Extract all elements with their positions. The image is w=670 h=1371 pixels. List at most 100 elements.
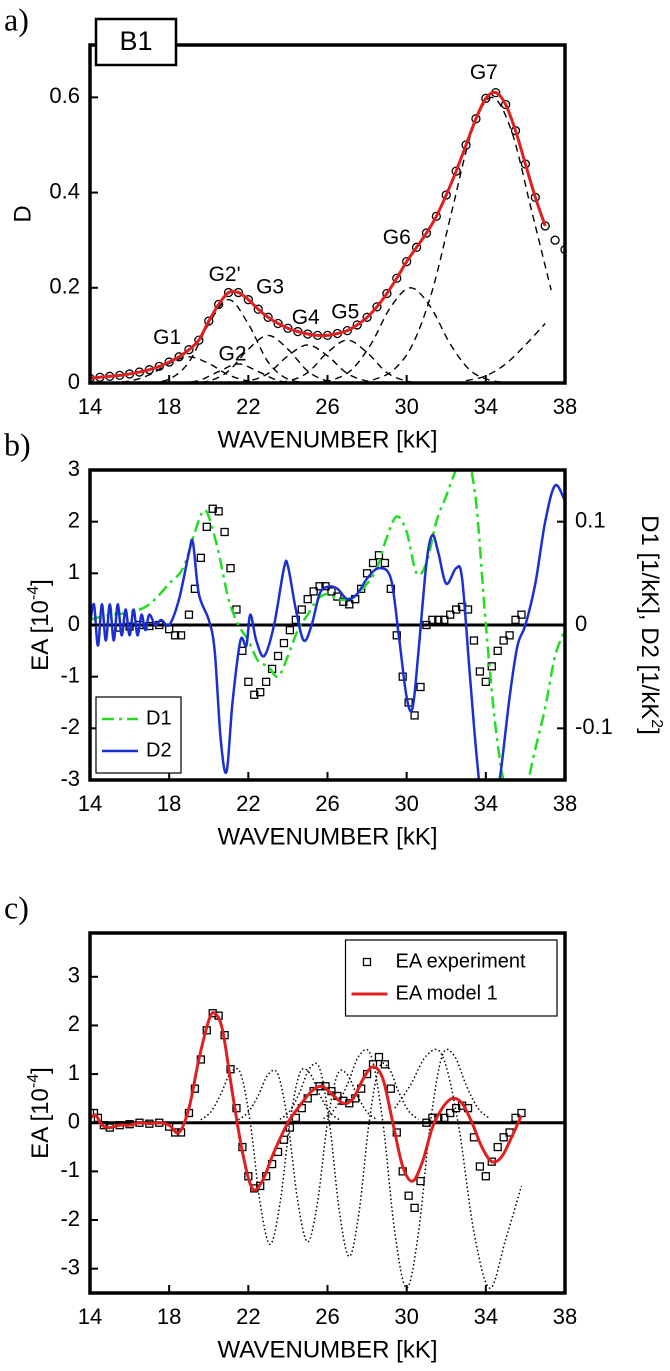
data-point <box>170 631 180 640</box>
data-point <box>475 1162 485 1171</box>
x-tick-label: 38 <box>553 791 577 816</box>
data-point <box>550 235 560 245</box>
x-tick-label: 38 <box>553 394 577 419</box>
data-point <box>327 587 336 596</box>
data-point <box>382 288 392 299</box>
x-tick-label: 38 <box>553 1304 577 1329</box>
data-point <box>434 615 443 624</box>
data-point <box>339 597 348 606</box>
annotation: G2 <box>218 342 246 365</box>
data-point <box>176 631 186 640</box>
data-point <box>380 1060 390 1069</box>
inset-label: B1 <box>119 26 152 56</box>
data-point <box>273 651 283 661</box>
x-tick-label: 34 <box>474 791 498 816</box>
y-tick-label: -1 <box>60 662 80 687</box>
data-point <box>410 711 419 720</box>
data-point <box>352 320 362 330</box>
y-tick-label: -1 <box>60 1157 80 1182</box>
data-point <box>309 587 318 596</box>
data-point <box>194 335 204 345</box>
data-point <box>431 211 442 222</box>
axis-title: EA [10-4] <box>25 579 55 671</box>
data-point <box>440 615 449 624</box>
data-point <box>196 553 205 562</box>
data-point <box>499 636 508 645</box>
data-point <box>441 190 451 200</box>
data-point <box>174 352 184 362</box>
y2-tick-label: -0.1 <box>575 714 613 739</box>
x-tick-label: 18 <box>157 394 181 419</box>
data-line <box>268 339 427 383</box>
y-tick-label: 2 <box>68 507 80 532</box>
y-tick-label: -2 <box>60 1206 80 1231</box>
data-point <box>440 1113 449 1123</box>
axis-title-part: D1 [1/kK], D2 [1/kK <box>636 515 663 719</box>
x-tick-label: 30 <box>394 1304 418 1329</box>
y-tick-label: 1 <box>68 1060 80 1085</box>
y-tick-label: 3 <box>68 456 80 481</box>
x-tick-label: 18 <box>157 1304 181 1329</box>
y-tick-label: -3 <box>60 1254 80 1279</box>
data-point <box>263 312 273 322</box>
axis-title-part: 2 <box>648 719 665 728</box>
data-point <box>356 584 366 593</box>
x-axis-title: WAVENUMBER [kK] <box>217 823 437 850</box>
data-point <box>416 1176 425 1186</box>
legend-marker <box>362 957 372 967</box>
data-line <box>465 323 546 382</box>
legend-label: D1 <box>146 707 172 729</box>
data-point <box>213 299 224 310</box>
data-point <box>517 610 526 619</box>
data-line <box>149 298 308 383</box>
axis-title-part: EA [10 <box>27 600 54 671</box>
x-tick-label: 26 <box>315 791 339 816</box>
data-point <box>220 527 229 537</box>
x-tick-label: 22 <box>236 1304 260 1329</box>
data-point <box>285 626 295 635</box>
data-point <box>422 1118 431 1127</box>
panel-label: a) <box>4 1 29 37</box>
data-line <box>188 334 348 383</box>
data-point <box>380 558 390 568</box>
annotation: G6 <box>383 226 411 249</box>
data-point <box>250 690 259 699</box>
annotation: G7 <box>470 61 498 84</box>
data-line <box>90 90 547 380</box>
data-point <box>428 615 437 624</box>
x-axis-title: WAVENUMBER [kK] <box>217 426 437 453</box>
data-point <box>469 636 479 645</box>
data-point <box>511 615 520 624</box>
axis-title: D <box>9 205 36 222</box>
data-point <box>368 558 378 568</box>
annotation: G2' <box>209 263 241 286</box>
panel-label: b) <box>4 426 31 462</box>
data-point <box>297 605 306 614</box>
x-tick-label: 14 <box>78 791 102 816</box>
y-tick-label: 0.2 <box>49 274 80 299</box>
data-line <box>372 96 552 381</box>
axis-title: EA [10-4] <box>25 1067 55 1159</box>
data-point <box>386 1084 395 1093</box>
data-point <box>481 93 491 103</box>
y-tick-label: 0.4 <box>49 178 80 203</box>
x-tick-label: 34 <box>474 394 498 419</box>
data-point <box>481 1172 490 1181</box>
data-point <box>164 357 174 367</box>
legend-box <box>95 696 182 774</box>
data-line <box>228 344 387 383</box>
data-point <box>421 228 432 238</box>
annotation: G4 <box>292 306 320 329</box>
data-point <box>392 273 402 283</box>
y-tick-label: 2 <box>68 1011 80 1036</box>
data-point <box>402 256 412 267</box>
x-tick-label: 14 <box>78 394 102 419</box>
data-point <box>273 318 283 329</box>
data-point <box>505 631 514 640</box>
data-point <box>244 677 253 686</box>
annotation: G3 <box>256 275 284 298</box>
data-point <box>422 620 431 630</box>
data-point <box>451 605 461 614</box>
data-line <box>279 1062 420 1258</box>
x-tick-label: 34 <box>474 1304 498 1329</box>
